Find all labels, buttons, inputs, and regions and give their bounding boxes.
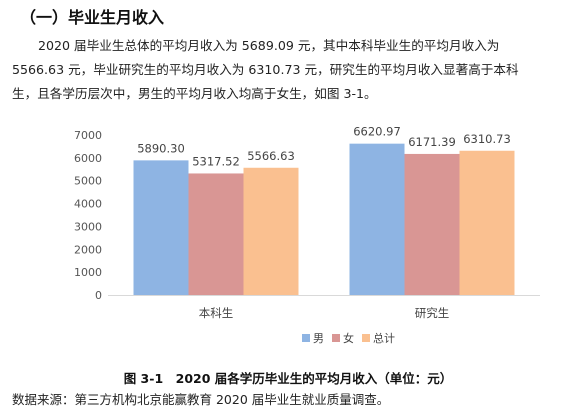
category-label: 本科生: [199, 306, 234, 320]
section-title: （一）毕业生月收入: [20, 8, 165, 27]
data-labels: 5890.30 5317.52 5566.63 6620.97 6171.39 6310.…: [137, 125, 511, 169]
data-label: 6310.73: [463, 132, 511, 146]
y-tick-label: 5000: [74, 175, 102, 188]
y-axis-ticks: 0 1000 2000 3000 4000 5000 6000 7000: [74, 129, 102, 302]
legend: 男 女 总计: [302, 331, 395, 345]
data-source-note: 数据来源：第三方机构北京能赢教育 2020 届毕业生就业质量调查。: [12, 392, 390, 407]
paragraph-line-1: 2020 届毕业生总体的平均月收入为 5689.09 元，其中本科毕业生的平均月…: [38, 38, 500, 53]
category-label: 研究生: [415, 306, 450, 320]
summary-paragraph: 2020 届毕业生总体的平均月收入为 5689.09 元，其中本科毕业生的平均月…: [12, 34, 568, 106]
bars: [133, 143, 515, 295]
figure-caption: 图 3-1 2020 届各学历毕业生的平均月收入（单位：元）: [123, 371, 453, 386]
bar-女: [404, 153, 460, 295]
y-tick-label: 0: [95, 289, 102, 302]
income-bar-chart: 0 1000 2000 3000 4000 5000 6000 7000 5890.30 531…: [74, 125, 540, 345]
data-label: 5566.63: [247, 149, 295, 163]
bar-总计: [243, 167, 299, 295]
bar-女: [188, 173, 244, 295]
y-tick-label: 7000: [74, 129, 102, 142]
bar-总计: [459, 150, 515, 295]
data-label: 5317.52: [192, 154, 240, 168]
legend-label: 总计: [373, 331, 395, 345]
bar-男: [349, 143, 405, 295]
y-tick-label: 4000: [74, 198, 102, 211]
y-tick-label: 6000: [74, 152, 102, 165]
legend-swatch-总计: [362, 334, 370, 342]
legend-swatch-男: [302, 334, 310, 342]
data-label: 6620.97: [353, 125, 401, 139]
y-tick-label: 3000: [74, 220, 102, 233]
category-labels: 本科生 研究生: [199, 306, 450, 320]
legend-swatch-女: [332, 334, 340, 342]
legend-label: 男: [313, 332, 324, 345]
y-tick-label: 1000: [74, 266, 102, 279]
bar-男: [133, 160, 189, 295]
y-tick-label: 2000: [74, 243, 102, 256]
legend-label: 女: [343, 331, 354, 345]
paragraph-line-3: 生，且各学历层次中，男生的平均月收入均高于女生，如图 3-1。: [12, 86, 377, 101]
paragraph-line-2: 5566.63 元，毕业研究生的平均月收入为 6310.73 元，研究生的平均月…: [12, 62, 519, 77]
data-label: 5890.30: [137, 141, 185, 155]
data-label: 6171.39: [408, 135, 456, 149]
